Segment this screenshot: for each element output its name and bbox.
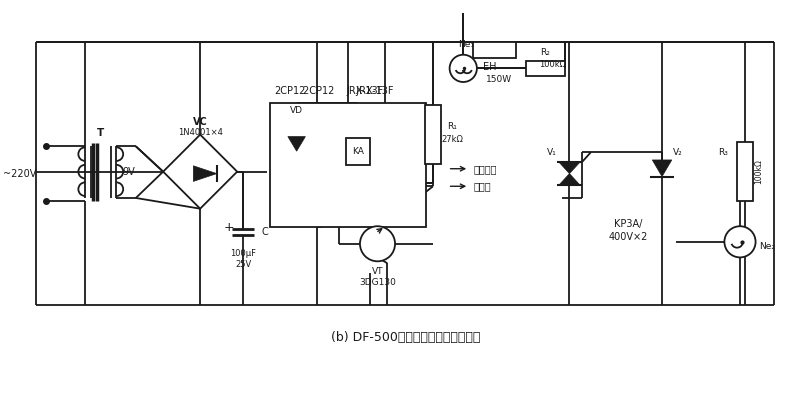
Text: 150W: 150W — [486, 75, 512, 84]
Text: 3DG130: 3DG130 — [359, 278, 396, 287]
Circle shape — [724, 226, 756, 257]
Polygon shape — [559, 162, 580, 174]
Bar — [737, 142, 753, 201]
Text: EH: EH — [483, 62, 496, 72]
Bar — [270, 103, 426, 227]
Bar — [526, 61, 565, 76]
Text: Ne₂: Ne₂ — [759, 242, 775, 251]
Text: +: + — [224, 221, 235, 234]
Circle shape — [449, 55, 477, 82]
Text: C: C — [261, 227, 268, 237]
Text: 100kΩ: 100kΩ — [754, 159, 763, 184]
Text: 至电接点: 至电接点 — [474, 164, 498, 174]
Text: 9V: 9V — [122, 167, 136, 176]
Polygon shape — [653, 160, 672, 176]
Text: 100μF: 100μF — [230, 249, 256, 258]
Text: KA: KA — [352, 147, 364, 156]
Text: 25V: 25V — [235, 260, 251, 269]
Bar — [346, 138, 370, 165]
Circle shape — [360, 226, 395, 261]
Text: 2CP12: 2CP12 — [274, 86, 306, 96]
Text: Ne₁: Ne₁ — [458, 40, 474, 50]
Text: R₃: R₃ — [719, 148, 728, 157]
Text: 2CP12       JRX-13F: 2CP12 JRX-13F — [303, 86, 394, 96]
Text: (b) DF-500型电孵化笱恒温控制电路: (b) DF-500型电孵化笱恒温控制电路 — [331, 331, 480, 344]
Text: 温度计: 温度计 — [474, 181, 491, 191]
Text: R₂: R₂ — [540, 48, 550, 57]
Text: V₂: V₂ — [673, 148, 683, 157]
Text: 27kΩ: 27kΩ — [441, 135, 464, 144]
Text: R₁: R₁ — [448, 122, 457, 131]
Text: 100kΩ: 100kΩ — [539, 60, 566, 69]
Text: JRX-13F: JRX-13F — [346, 86, 384, 96]
Polygon shape — [194, 166, 217, 182]
Text: KP3A/: KP3A/ — [614, 219, 642, 229]
Bar — [473, 42, 516, 58]
Polygon shape — [288, 137, 306, 151]
Text: 400V×2: 400V×2 — [608, 232, 648, 242]
Polygon shape — [559, 174, 580, 185]
Bar — [426, 105, 441, 164]
Text: VT: VT — [372, 266, 384, 275]
Text: V₁: V₁ — [547, 148, 557, 157]
Text: VC: VC — [193, 117, 207, 127]
Text: T: T — [97, 128, 104, 138]
Text: 1N4001×4: 1N4001×4 — [178, 128, 222, 137]
Text: ~220V: ~220V — [3, 169, 37, 178]
Text: VD: VD — [290, 106, 303, 115]
